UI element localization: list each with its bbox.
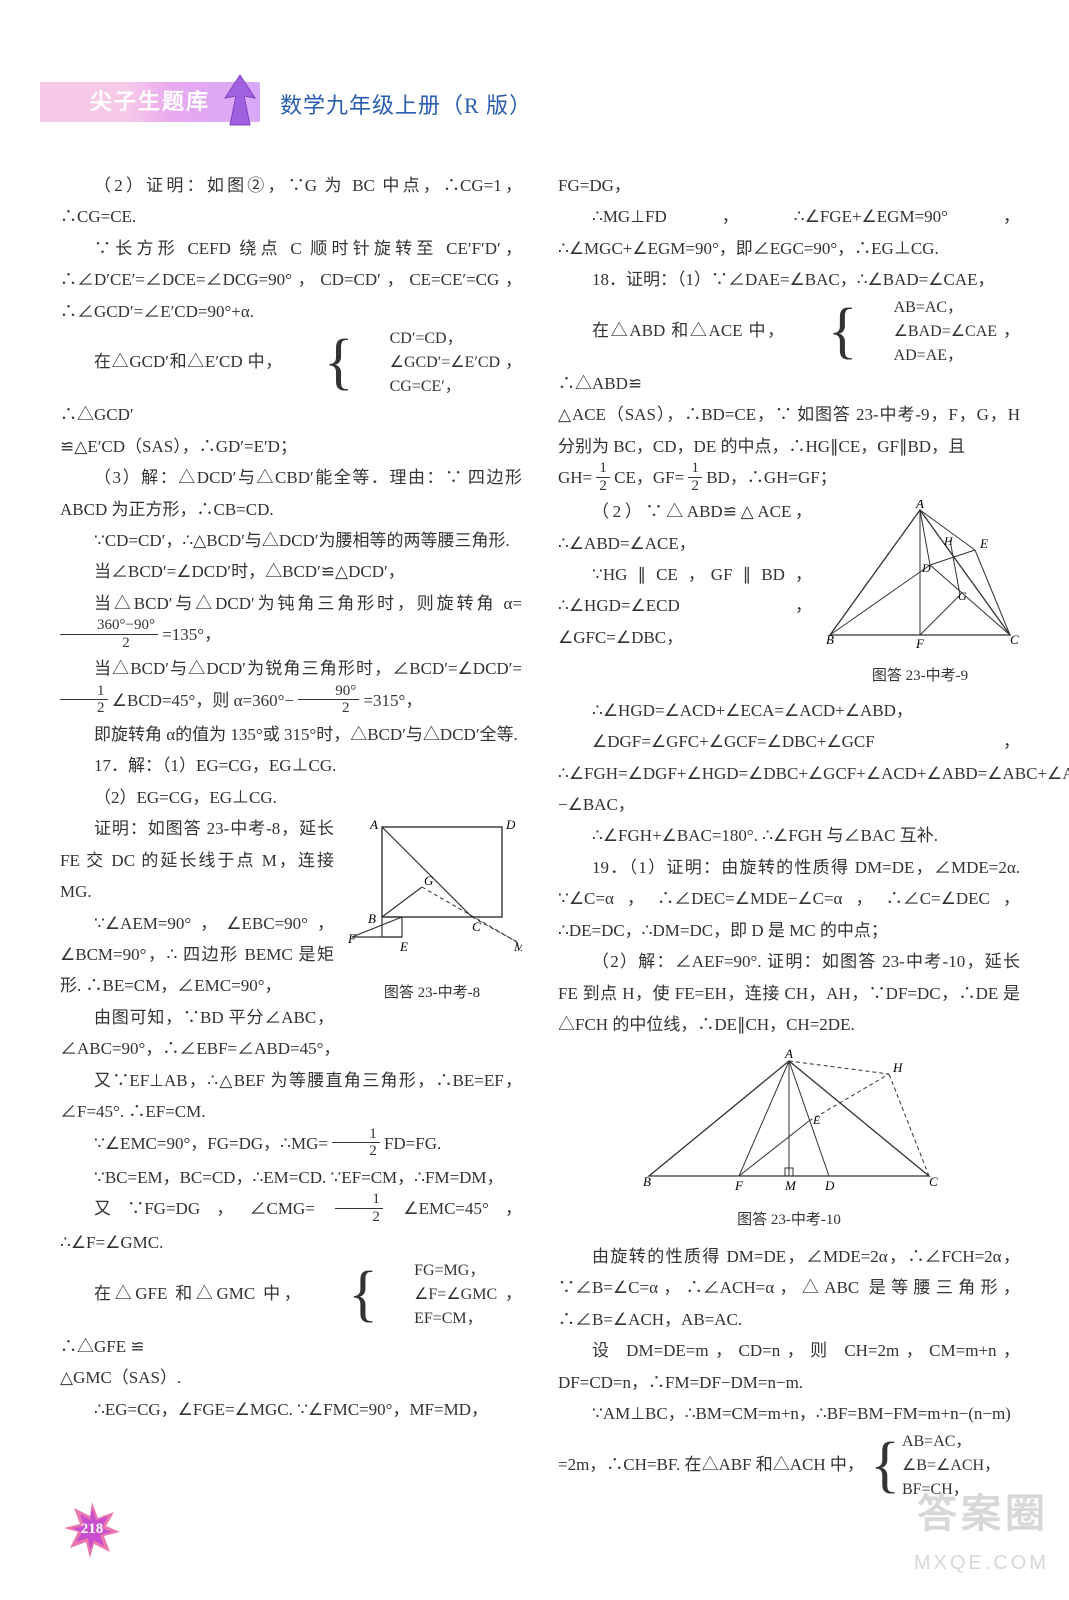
svg-text:M: M [513,939,522,954]
geometry-diagram-icon: A B C F E D H G [820,500,1020,650]
figure-caption: 图答 23-中考-8 [342,980,522,1008]
svg-text:M: M [784,1178,797,1193]
geometry-diagram-icon: A D B C F E G M [342,817,522,967]
figure-caption: 图答 23-中考-10 [558,1207,1020,1235]
text-line: （2）EG=CG，EG⊥CG. [60,782,522,813]
text-line: ∵BC=EM，BC=CD，∴EM=CD. ∵EF=CM，∴FM=DM， [60,1162,522,1193]
svg-text:C: C [1010,632,1019,647]
svg-text:B: B [643,1174,651,1189]
svg-text:A: A [915,500,924,511]
left-column: （2）证明：如图②，∵G 为 BC 中点，∴CG=1，∴CG=CE. ∵长方形 … [60,170,522,1502]
text-line: ∵AM⊥BC，∴BM=CM=m+n，∴BF=BM−FM=m+n−(n−m) [558,1398,1020,1429]
svg-text:E: E [979,536,988,551]
figure-23-zk-9: A B C F E D H G 图答 23-中考-9 [820,500,1020,691]
svg-text:F: F [915,636,925,650]
figure-caption: 图答 23-中考-9 [820,663,1020,691]
text-line: 由图可知，∵BD 平分∠ABC，∠ABC=90°，∴∠EBF=∠ABD=45°， [60,1002,522,1065]
watermark-line1: 答案圈 [914,1477,1049,1551]
fraction: 1 2 [688,460,702,494]
svg-text:E: E [812,1113,821,1127]
text-line: ≌△E′CD（SAS），∴GD′=E′D； [60,431,522,462]
watermark: 答案圈 MXQE.COM [914,1477,1049,1582]
page-number-badge: 218 [62,1500,122,1560]
svg-text:B: B [826,632,834,647]
content-columns: （2）证明：如图②，∵G 为 BC 中点，∴CG=1，∴CG=CE. ∵长方形 … [60,170,1020,1502]
fraction: 1 2 [596,460,610,494]
svg-text:G: G [424,873,434,888]
text-line: ∵CD=CD′，∴△BCD′与△DCD′为腰相等的两等腰三角形. [60,525,522,556]
page-number: 218 [81,1516,104,1544]
text-line: 当△BCD′与△DCD′为锐角三角形时，∠BCD′=∠DCD′= 1 2 ∠BC… [60,653,522,719]
svg-text:H: H [892,1060,903,1075]
text-line: （3）解：△DCD′与△CBD′能全等．理由：∵ 四边形 ABCD 为正方形，∴… [60,462,522,525]
text-line: 在△GCD′和△E′CD 中， { CD′=CD， ∠GCD′=∠E′CD CG… [60,327,522,430]
svg-text:A: A [369,817,378,832]
figure-23-zk-8: A D B C F E G M 图答 23-中考-8 [342,817,522,1008]
fraction: 90° 2 [298,683,359,717]
text-line: 当∠BCD′=∠DCD′时，△BCD′≌△DCD′， [60,556,522,587]
header-arrow-icon [210,70,270,130]
text-line: ∴∠FGH+∠BAC=180°. ∴∠FGH 与∠BAC 互补. [558,820,1020,851]
svg-text:C: C [929,1174,938,1189]
svg-text:D: D [824,1178,835,1193]
text-line: ∵长方形 CEFD 绕点 C 顺时针旋转至 CE′F′D′，∴∠D′CE′=∠D… [60,233,522,327]
right-column: FG=DG， ∴MG⊥FD，∴∠FGE+∠EGM=90°，∴∠MGC+∠EGM=… [558,170,1020,1502]
text-line: 17．解：（1）EG=CG，EG⊥CG. [60,750,522,781]
text-line: △ACE（SAS），∴BD=CE，∵ 如图答 23-中考-9，F，G，H 分别为… [558,399,1020,462]
svg-text:H: H [943,534,954,548]
text-line: 即旋转角 α的值为 135°或 315°时，△BCD′与△DCD′全等. [60,719,522,750]
svg-text:D: D [921,561,931,575]
text-line: （2）证明：如图②，∵G 为 BC 中点，∴CG=1，∴CG=CE. [60,170,522,233]
svg-text:E: E [399,939,408,954]
page-title: 数学九年级上册（R 版） [280,86,532,127]
header-band-text: 尖子生题库 [90,82,210,123]
watermark-line2: MXQE.COM [914,1545,1049,1582]
text-line: 当△BCD′与△DCD′为钝角三角形时，则旋转角 α= 360°−90° 2 =… [60,588,522,654]
text-line: （2）解：∠AEF=90°. 证明：如图答 23-中考-10，延长 FE 到点 … [558,946,1020,1040]
svg-text:F: F [734,1178,744,1193]
text-line: ∠DGF=∠GFC+∠GCF=∠DBC+∠GCF，∴∠FGH=∠DGF+∠HGD… [558,726,1020,820]
text-line: 又∵EF⊥AB，∴△BEF 为等腰直角三角形，∴BE=EF，∠F=45°. ∴E… [60,1065,522,1128]
text-line: 在△GFE 和△GMC 中， { FG=MG， ∠F=∠GMC EF=CM， ，… [60,1259,522,1362]
svg-text:D: D [505,817,516,832]
geometry-diagram-icon: A B C F M D E H [629,1046,949,1196]
text-line: △GMC（SAS）. [60,1362,522,1393]
text-line: GH= 1 2 CE，GF= 1 2 BD，∴GH=GF； [558,462,1020,496]
brace-system: { AB=AC， ∠BAD=∠CAE AD=AE， [792,296,997,368]
fraction: 1 2 [332,1126,380,1160]
svg-text:A: A [784,1046,793,1061]
figure-23-zk-10: A B C F M D E H 图答 23-中考-10 [558,1046,1020,1235]
svg-text:F: F [347,931,357,946]
text-line: 由旋转的性质得 DM=DE，∠MDE=2α，∴∠FCH=2α，∵∠B=∠C=α，… [558,1241,1020,1335]
svg-text:B: B [368,911,376,926]
brace-system: { CD′=CD， ∠GCD′=∠E′CD CG=CE′， [288,327,500,399]
text-line: 又∵FG=DG，∠CMG= 1 2 ∠EMC=45°，∴∠F=∠GMC. [60,1193,522,1259]
text-line: 设 DM=DE=m，CD=n，则 CH=2m，CM=m+n，DF=CD=n，∴F… [558,1335,1020,1398]
fraction: 1 2 [335,1191,383,1225]
text-line: 19．（1）证明：由旋转的性质得 DM=DE，∠MDE=2α. ∵∠C=α，∴∠… [558,852,1020,946]
text-line: FG=DG， [558,170,1020,201]
fraction: 360°−90° 2 [60,617,158,651]
fraction: 1 2 [60,683,108,717]
brace-system: { FG=MG， ∠F=∠GMC EF=CM， [312,1259,497,1331]
text-line: ∴MG⊥FD，∴∠FGE+∠EGM=90°，∴∠MGC+∠EGM=90°，即∠E… [558,201,1020,264]
text-line: 18．证明：（1）∵∠DAE=∠BAC，∴∠BAD=∠CAE， [558,264,1020,295]
text-line: ∵∠EMC=90°，FG=DG，∴MG= 1 2 FD=FG. [60,1128,522,1162]
text-line: ∴EG=CG，∠FGE=∠MGC. ∵∠FMC=90°，MF=MD， [60,1394,522,1425]
text-line: 在△ABD 和△ACE 中， { AB=AC， ∠BAD=∠CAE AD=AE，… [558,296,1020,399]
